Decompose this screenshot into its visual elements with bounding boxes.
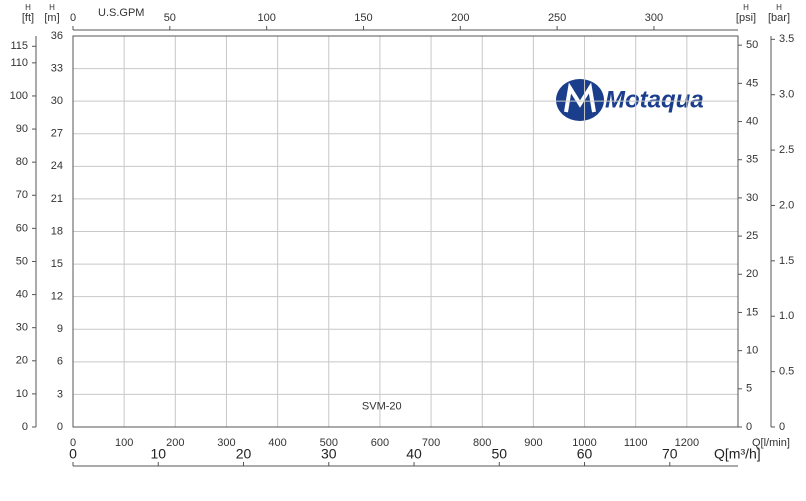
tick-label: 30: [746, 192, 758, 204]
tick-label: 50: [491, 446, 507, 462]
tick-label: 25: [746, 230, 758, 242]
y-tick-label: 30: [51, 95, 63, 107]
y-tick-label: 15: [51, 258, 63, 270]
series-label: SVM-20: [362, 400, 402, 412]
tick-label: 90: [16, 123, 28, 135]
tick-label: 100: [10, 90, 28, 102]
tick-label: 200: [451, 12, 469, 24]
tick-label: 300: [645, 12, 663, 24]
tick-label: 50: [16, 255, 28, 267]
logo-emblem: [556, 79, 604, 121]
tick-label: 10: [150, 446, 166, 462]
tick-label: 0: [779, 421, 785, 433]
x-tick-label: 1100: [624, 437, 648, 449]
axis-unit: [bar]: [768, 12, 790, 24]
tick-label: 35: [746, 154, 758, 166]
tick-label: 30: [321, 446, 337, 462]
tick-label: 2.5: [779, 144, 794, 156]
x-tick-label: 700: [422, 437, 440, 449]
y-tick-label: 24: [51, 160, 63, 172]
tick-label: 40: [746, 115, 758, 127]
x-tick-label: 1200: [675, 437, 699, 449]
tick-label: 70: [16, 189, 28, 201]
tick-label: 115: [10, 40, 28, 52]
y-tick-label: 21: [51, 193, 63, 205]
axis-unit: [psi]: [736, 12, 756, 24]
tick-label: 50: [746, 39, 758, 51]
tick-label: 80: [16, 156, 28, 168]
tick-label: 20: [16, 355, 28, 367]
tick-label: 3.5: [779, 33, 794, 45]
y-tick-label: 27: [51, 128, 63, 140]
tick-label: 30: [16, 322, 28, 334]
tick-label: 100: [257, 12, 275, 24]
axis-label: U.S.GPM: [98, 7, 144, 19]
x-tick-label: 200: [166, 437, 184, 449]
y-tick-label: 33: [51, 62, 63, 74]
x-tick-label: 0: [70, 437, 76, 449]
tick-label: 10: [16, 388, 28, 400]
tick-label: 2.0: [779, 199, 794, 211]
y-tick-label: 0: [57, 421, 63, 433]
x-tick-label: 300: [217, 437, 235, 449]
axis-unit: [ft]: [22, 12, 34, 24]
x-tick-label: 400: [268, 437, 286, 449]
y-tick-label: 18: [51, 225, 63, 237]
x-tick-label: 800: [473, 437, 491, 449]
axis-title: H: [776, 3, 782, 12]
tick-label: 15: [746, 306, 758, 318]
y-tick-label: 12: [51, 291, 63, 303]
tick-label: 60: [577, 446, 593, 462]
logo-m: [564, 82, 596, 113]
tick-label: 0: [69, 446, 77, 462]
axis-title: H: [25, 3, 31, 12]
tick-label: 1.0: [779, 310, 794, 322]
tick-label: 250: [548, 12, 566, 24]
x-tick-label: 500: [320, 437, 338, 449]
tick-label: 50: [164, 12, 176, 24]
y-tick-label: 36: [51, 30, 63, 42]
tick-label: 20: [236, 446, 252, 462]
x-tick-label: 100: [115, 437, 133, 449]
y-tick-label: 3: [57, 388, 63, 400]
tick-label: 110: [10, 57, 28, 69]
tick-label: 10: [746, 345, 758, 357]
tick-label: 20: [746, 268, 758, 280]
axis-title: H: [743, 3, 749, 12]
x-tick-label: 900: [524, 437, 542, 449]
tick-label: 40: [406, 446, 422, 462]
y-axis-unit: [m]: [44, 12, 59, 24]
logo: Motaqua: [556, 79, 704, 121]
tick-label: 0: [70, 12, 76, 24]
tick-label: 45: [746, 77, 758, 89]
y-tick-label: 9: [57, 323, 63, 335]
y-axis-title: H: [49, 3, 55, 12]
tick-label: 5: [746, 383, 752, 395]
x-tick-label: 1000: [572, 437, 596, 449]
tick-label: 150: [354, 12, 372, 24]
axis-label: Q[m³/h]: [714, 446, 761, 462]
y-tick-label: 6: [57, 356, 63, 368]
tick-label: 40: [16, 288, 28, 300]
tick-label: 60: [16, 222, 28, 234]
x-tick-label: 600: [371, 437, 389, 449]
tick-label: 3.0: [779, 89, 794, 101]
tick-label: 0: [746, 421, 752, 433]
tick-label: 0: [22, 421, 28, 433]
tick-label: 0.5: [779, 366, 794, 378]
x-axis-label: Q[l/min]: [752, 437, 790, 449]
logo-text: Motaqua: [605, 86, 704, 113]
tick-label: 70: [662, 446, 678, 462]
tick-label: 1.5: [779, 255, 794, 267]
